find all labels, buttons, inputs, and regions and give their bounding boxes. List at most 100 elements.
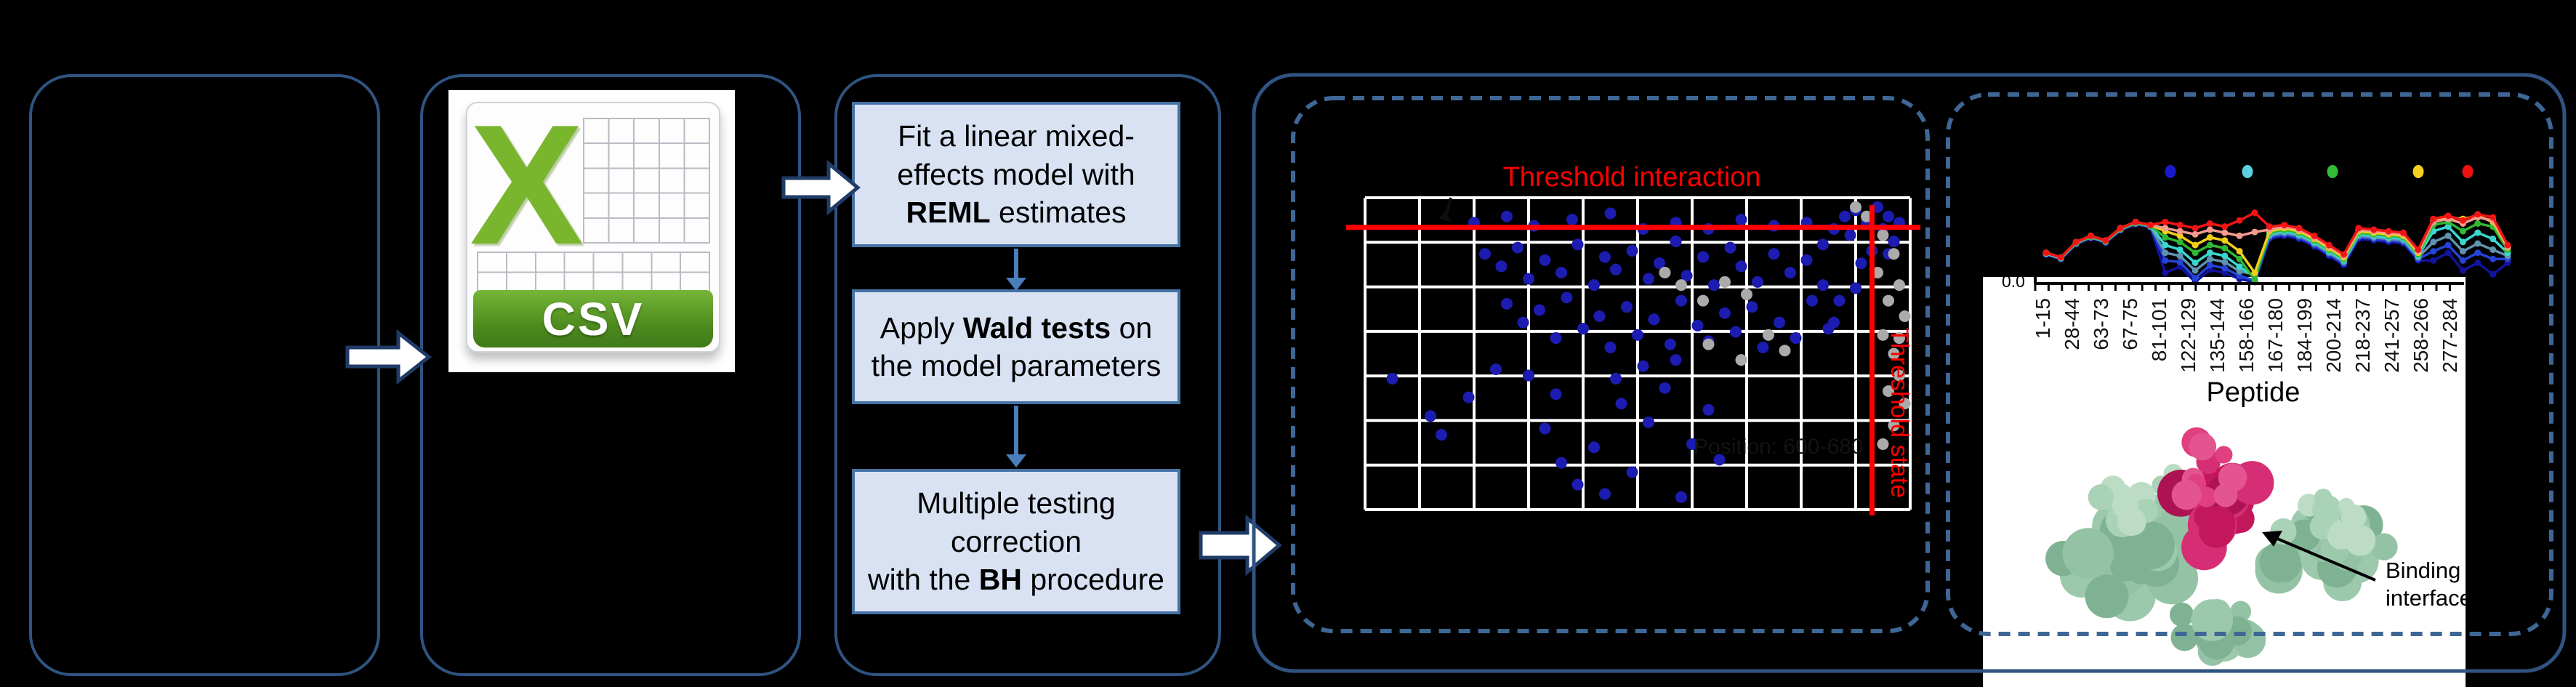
data-point (1833, 294, 1846, 307)
surface-blob (2323, 563, 2362, 602)
data-point (2042, 251, 2050, 258)
data-point (1702, 338, 1715, 350)
data-point (1784, 266, 1796, 278)
data-point (2340, 260, 2348, 268)
surface-blob (2194, 483, 2239, 528)
data-point (1822, 323, 1835, 335)
data-point (2206, 241, 2213, 249)
surface-blob (2228, 619, 2262, 653)
data-point (2385, 234, 2392, 241)
step-wald-tests: Apply Wald tests on the model parameters (852, 289, 1180, 404)
surface-blob (2186, 473, 2207, 494)
data-point (2504, 244, 2511, 251)
data-point (2042, 249, 2050, 257)
data-point (2221, 265, 2229, 272)
legend-dot (2327, 165, 2338, 178)
surface-blob (2191, 599, 2234, 641)
data-point (2176, 252, 2183, 260)
data-point (1665, 338, 1676, 350)
data-point (1899, 398, 1911, 410)
surface-blob (2196, 630, 2221, 654)
data-point (2221, 229, 2229, 236)
surface-blob (2098, 549, 2146, 597)
data-point (2325, 252, 2333, 260)
surface-blob (2255, 545, 2293, 582)
data-point (2266, 226, 2273, 233)
surface-blob (2259, 541, 2301, 583)
data-point (1883, 210, 1894, 222)
surface-blob (2133, 499, 2159, 523)
surface-blob (2109, 550, 2142, 582)
step-text-line: REML estimates (906, 196, 1127, 230)
surface-blob (2170, 602, 2194, 627)
data-point (1659, 266, 1671, 278)
data-point (1888, 248, 1900, 260)
data-point (1566, 214, 1578, 226)
data-point (2355, 236, 2362, 243)
surface-blob (2306, 539, 2348, 582)
peptide-tick-label: 277-284 (2439, 298, 2461, 373)
data-point (2415, 254, 2422, 261)
data-point (1495, 260, 1508, 273)
data-point (2176, 232, 2183, 239)
surface-blob (2194, 467, 2239, 512)
surface-blob (2104, 569, 2156, 622)
data-point (2102, 238, 2109, 246)
surface-blob (2210, 471, 2234, 495)
data-point (2340, 257, 2348, 264)
surface-blob (2309, 513, 2335, 539)
data-point (2221, 223, 2229, 230)
data-point (2399, 230, 2407, 238)
data-point (2117, 226, 2124, 233)
data-point (2147, 223, 2154, 230)
data-point (2206, 249, 2213, 257)
surface-blob (2183, 486, 2210, 513)
data-point (2444, 214, 2452, 221)
surface-blob (2230, 461, 2274, 505)
data-point (2370, 236, 2378, 243)
surface-blob (2112, 492, 2138, 519)
surface-blob (2125, 551, 2159, 584)
data-point (2102, 239, 2109, 246)
data-point (2057, 254, 2064, 261)
data-point (1637, 222, 1649, 235)
data-point (2176, 258, 2183, 265)
data-point (2102, 237, 2109, 244)
data-point (1888, 419, 1900, 432)
data-point (2281, 230, 2288, 238)
data-point (2251, 209, 2258, 217)
data-point (1719, 307, 1731, 319)
data-point (2191, 275, 2199, 282)
peptide-tick-label: 81-101 (2148, 298, 2170, 361)
state-result-dashed-box (1946, 92, 2553, 636)
surface-blob (2187, 500, 2237, 550)
data-point (2042, 249, 2050, 257)
excel-x-icon: X (470, 88, 584, 280)
data-point (1746, 301, 1758, 313)
data-point (1588, 279, 1600, 292)
data-point (2072, 239, 2080, 246)
data-point (2474, 220, 2482, 227)
data-point (1670, 354, 1682, 366)
data-point (2221, 269, 2229, 276)
data-point (1697, 294, 1709, 307)
data-point (2370, 232, 2378, 239)
data-point (2236, 263, 2243, 270)
surface-blob (2206, 473, 2250, 515)
surface-blob (2333, 537, 2379, 584)
threshold-state-label: Threshold state (1885, 328, 1913, 498)
data-point (2474, 229, 2482, 236)
data-point (2057, 255, 2064, 262)
data-point (1637, 360, 1649, 372)
data-point (2191, 225, 2199, 232)
data-point (1610, 372, 1622, 385)
surface-blob (2200, 505, 2236, 542)
data-point (2088, 232, 2095, 239)
data-point (1877, 329, 1889, 341)
data-point (2221, 244, 2229, 252)
data-point (2281, 225, 2288, 232)
surface-blob (2290, 505, 2330, 545)
data-point (2057, 254, 2064, 261)
data-point (2176, 246, 2183, 253)
surface-blob (2344, 524, 2376, 556)
